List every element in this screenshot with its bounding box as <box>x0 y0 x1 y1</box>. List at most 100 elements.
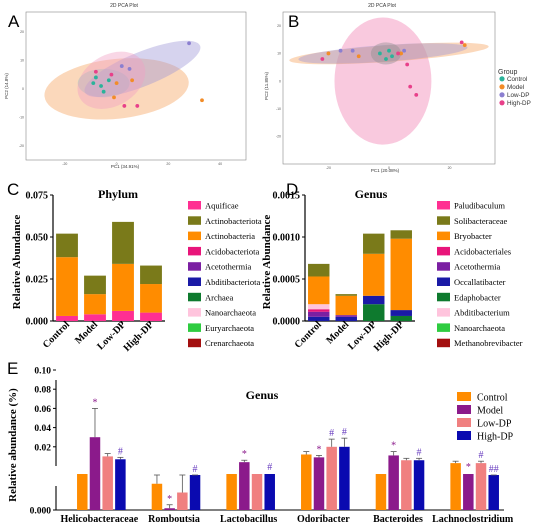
pca-b-point-high-dp <box>405 62 410 67</box>
chart-d-legend-swatch <box>437 338 450 348</box>
pca-b-point-model <box>356 54 361 59</box>
pca-b-y-tick: 20 <box>277 24 281 28</box>
pca-b-point-high-dp <box>459 40 464 45</box>
pca-legend-label: Control <box>507 76 527 83</box>
chart-e-significance-mark: # <box>267 462 272 473</box>
pca-a-ellipse-low-dp <box>84 40 201 98</box>
chart-c-legend-label: Aquificae <box>205 201 239 211</box>
chart-c-bar-actinobacteria <box>112 263 134 311</box>
pca-a-x-tick: 20 <box>166 162 170 166</box>
pca-legend-title: Group <box>498 69 518 76</box>
pca-a-y-tick: -10 <box>19 116 24 120</box>
pca-a-ylabel: PC2 (14.8%) <box>4 73 9 99</box>
chart-e-y-tick-label: 0.02 <box>34 443 51 453</box>
chart-e-bar-low-dp-upper <box>475 463 487 474</box>
pca-a-point-low-dp <box>187 41 191 46</box>
panel-letter-c: C <box>7 180 19 199</box>
chart-c-bar-actinobacteriota <box>84 275 106 295</box>
chart-e-bar-low-dp <box>326 474 337 510</box>
chart-c-y-tick-label: 0.050 <box>26 233 49 244</box>
chart-d-legend-swatch <box>437 308 450 317</box>
chart-d-bar-solibacteraceae <box>335 294 357 296</box>
chart-e-legend-swatch <box>457 418 471 427</box>
chart-e-legend: Control Model Low-DP High-DP <box>457 392 514 443</box>
pca-a-point-high-dp <box>93 69 98 74</box>
chart-e-significance-mark: * <box>167 494 172 505</box>
stacked-bar-panel-d: D Genus Relative Abundance 0.0000 0.0005 0… <box>261 180 523 354</box>
pca-legend-label: High-DP <box>507 100 531 107</box>
chart-e-x-tick-label: Lactobacillus <box>220 514 277 525</box>
chart-e-bar-high-dp-upper <box>339 446 350 474</box>
chart-e-bar-model <box>164 508 175 510</box>
chart-e-bar-high-dp <box>189 475 201 510</box>
pca-a-ellipse-control <box>77 68 130 98</box>
pca-b-ellipse-model <box>289 42 489 65</box>
chart-c-bar-aquificae <box>56 315 78 321</box>
chart-e-legend-label: Control <box>477 393 508 404</box>
chart-d-bar-occallatibacter <box>390 310 412 316</box>
chart-d-legend-swatch <box>437 201 450 210</box>
pca-b-xlabel: PC1 (20.08%) <box>371 168 400 173</box>
chart-e-bar-model <box>239 474 250 510</box>
chart-e-bar-model-upper <box>239 462 250 474</box>
chart-e-y-tick-label: 0.04 <box>34 424 51 434</box>
chart-e-significance-mark: # <box>479 450 484 461</box>
chart-e-significance-mark: * <box>466 462 471 473</box>
pca-a-x-tick: -20 <box>62 162 67 166</box>
pca-legend-label: Low-DP <box>507 92 529 99</box>
grouped-bar-panel-e: E Genus Relative abundance (%) 0.000 0.02… <box>7 359 514 525</box>
chart-e-x-tick-label: Odoribacter <box>297 514 350 525</box>
chart-c-legend-swatch <box>188 308 201 317</box>
chart-d-bar-acidobacteriales <box>308 309 330 312</box>
pca-a-point-control <box>101 89 106 94</box>
chart-d-bar-edaphobacter <box>390 315 412 321</box>
chart-e-bar-high-dp <box>339 474 350 510</box>
chart-c-x-tick-label: High-DP <box>122 319 156 353</box>
pca-b-point-control <box>378 51 382 56</box>
chart-d-bar-occallatibacter <box>308 316 330 321</box>
pca-a-ellipses <box>44 40 201 120</box>
chart-c-bar-actinobacteriota <box>56 233 78 258</box>
pca-a-point-low-dp <box>127 67 132 71</box>
chart-e-x-tick-label: Bacteroides <box>373 514 423 525</box>
chart-e-x-tick-label: Romboutsia <box>148 514 200 525</box>
chart-c-ylabel: Relative Abundance <box>11 215 23 310</box>
chart-c-legend-swatch <box>188 338 201 348</box>
pca-b-title: 2D PCA Plot <box>368 3 396 9</box>
chart-d-bar-solibacteraceae <box>308 263 330 277</box>
chart-c-legend-swatch <box>188 201 201 210</box>
pca-a-point-high-dp <box>135 104 140 108</box>
chart-c-legend-label: Actinobacteriota <box>205 216 262 226</box>
chart-d-legend-swatch <box>437 231 450 241</box>
chart-e-y-tick-label: 0.08 <box>34 386 51 396</box>
chart-d-bar-bryobacter <box>335 295 357 316</box>
chart-d-legend-swatch <box>437 277 450 286</box>
chart-d-bar-occallatibacter <box>363 295 385 305</box>
chart-c-bar-aquificae <box>140 312 162 321</box>
chart-e-ylabel: Relative abundance (%) <box>7 388 19 502</box>
chart-e-x-tick-label: Lachnoclostridium <box>432 514 514 525</box>
chart-e-bar-low-dp-upper <box>326 446 337 474</box>
chart-d-bar-bryobacter <box>308 276 330 305</box>
pca-b-x-ticks: -20 0 20 <box>326 166 452 170</box>
pca-a-point-control <box>99 84 103 88</box>
chart-c-y-tick-label: 0.000 <box>26 317 49 328</box>
chart-d-ylabel: Relative Abundance <box>261 215 273 310</box>
chart-e-bar-model <box>313 474 325 510</box>
chart-d-legend-swatch <box>437 246 450 256</box>
chart-c-bar-actinobacteria <box>84 294 106 315</box>
chart-e-title: Genus <box>246 388 279 402</box>
chart-d-bar-bryobacter <box>390 238 412 311</box>
pca-a-point-control <box>91 81 96 86</box>
chart-e-significance-mark: ## <box>489 464 499 475</box>
chart-c-legend-swatch <box>188 292 201 302</box>
pca-panel-a: A 2D PCA Plot -20 0 20 40 20 10 0 -10 -20 PC1 (… <box>4 3 247 169</box>
pca-b-point-control <box>387 48 391 53</box>
pca-b-ylabel: PC2 (11.85%) <box>264 72 269 100</box>
pca-a-point-model <box>130 78 135 83</box>
pca-b-point-high-dp <box>408 84 413 89</box>
pca-a-point-model <box>114 81 119 86</box>
pca-a-points <box>91 41 204 108</box>
chart-d-bar-edaphobacter <box>363 304 385 321</box>
pca-a-y-tick: 10 <box>20 59 24 63</box>
